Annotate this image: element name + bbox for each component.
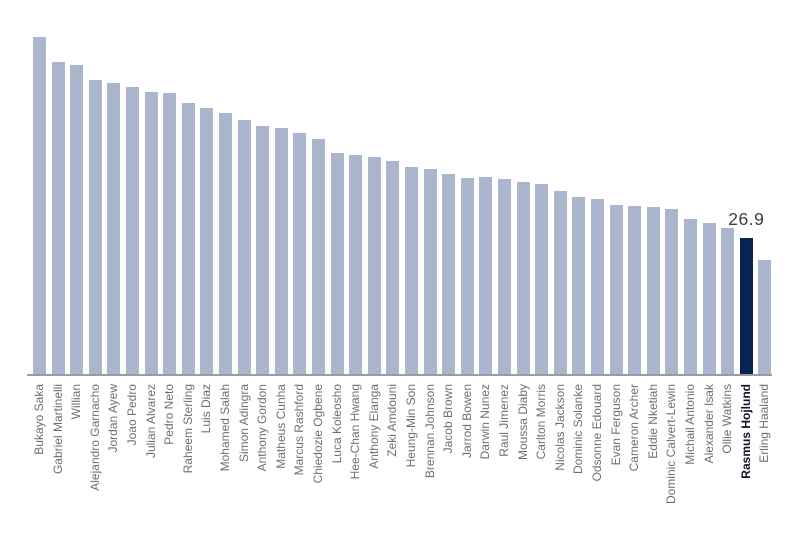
x-axis-label: Dominic Calvert-Lewin	[664, 384, 679, 505]
x-axis-label: Carlton Morris	[534, 384, 549, 460]
x-axis-label: Raheem Sterling	[180, 384, 195, 474]
x-axis-label: Matheus Cunha	[273, 384, 288, 469]
x-axis-label: Mohamed Salah	[218, 384, 232, 472]
bar	[535, 183, 549, 375]
highlight-value-label: 26.9	[728, 208, 765, 229]
x-axis-label: Hee-Chan Hwang	[348, 384, 363, 480]
x-axis-label: Evan Ferguson	[608, 384, 623, 466]
bar	[591, 199, 604, 375]
bar	[163, 92, 177, 375]
x-axis-label: Anthony Elanga	[366, 384, 381, 469]
x-axis-label: Luis Diaz	[199, 384, 214, 434]
bar	[479, 177, 493, 375]
x-axis-label: Jarrod Bowen	[459, 384, 474, 459]
bar	[460, 178, 474, 375]
bar	[498, 179, 511, 375]
bar	[237, 119, 251, 375]
bar	[646, 206, 660, 375]
bar	[423, 168, 437, 375]
bar	[330, 152, 344, 375]
bar	[107, 83, 121, 375]
x-axis-label: Alexander Isak	[701, 384, 716, 464]
bar	[181, 103, 195, 375]
x-axis-label: Anthony Gordon	[255, 384, 270, 472]
x-axis-label: Julian Alvarez	[143, 384, 158, 459]
bar	[628, 205, 642, 375]
x-axis-label: Bukayo Saka	[32, 384, 46, 455]
bar	[312, 139, 325, 375]
x-axis-label: Eddie Nketiah	[645, 384, 660, 459]
x-axis-label: Brennan Johnson	[422, 384, 437, 479]
bar	[33, 37, 46, 375]
x-axis-label: Ollie Watkins	[720, 384, 735, 454]
bar	[293, 133, 307, 375]
bar	[405, 167, 418, 375]
x-axis-label: Odsonne Edouard	[590, 384, 604, 482]
bar	[553, 191, 567, 375]
bar	[256, 125, 270, 375]
bar-highlighted	[739, 237, 753, 375]
x-axis-label: Cameron Archer	[627, 384, 642, 472]
x-axis-label: Alejandro Garnacho	[87, 384, 102, 491]
x-axis-label: Moussa Diaby	[515, 384, 530, 461]
bar	[702, 223, 716, 375]
bar	[442, 173, 456, 375]
x-axis-label: Willian	[69, 384, 84, 420]
x-axis-label: Joao Pedro	[125, 384, 139, 446]
x-axis-label: Heung-Min Son	[404, 384, 418, 468]
x-axis-label: Michail Antonio	[683, 384, 697, 465]
bar	[665, 208, 679, 375]
x-axis-label: Simon Adingra	[236, 384, 251, 463]
x-axis-label: Raul Jimenez	[497, 384, 511, 457]
bar	[721, 227, 735, 375]
x-axis-label: Jordan Ayew	[106, 384, 121, 453]
bar	[144, 91, 158, 375]
bar	[126, 87, 139, 375]
bar	[70, 64, 84, 375]
x-axis-label: Darwin Nunez	[478, 384, 493, 460]
x-axis-line	[27, 374, 772, 376]
x-axis-label: Luca Koleosho	[329, 384, 344, 464]
bar	[200, 108, 214, 375]
x-axis-label: Pedro Neto	[162, 384, 177, 445]
x-axis-label: Nicolas Jackson	[552, 384, 567, 471]
bar	[219, 113, 232, 375]
bar	[609, 204, 623, 375]
bar	[758, 259, 772, 375]
x-axis-label: Marcus Rashford	[292, 384, 307, 476]
bar	[88, 80, 102, 375]
bar	[367, 157, 381, 375]
x-axis-label: Chiedozie Ogbene	[311, 384, 325, 484]
bar	[274, 127, 288, 375]
x-axis-label: Zeki Amdouni	[385, 384, 400, 457]
bar	[51, 61, 65, 375]
x-axis-label: Gabriel Martinelli	[50, 384, 65, 475]
x-axis-label: Erling Haaland	[757, 384, 772, 463]
x-axis-label: Rasmus Hojlund	[738, 384, 753, 479]
x-axis-label: Dominic Solanke	[571, 384, 586, 475]
x-axis-label: Jacob Brown	[441, 384, 456, 454]
bar	[349, 154, 363, 375]
bar	[684, 219, 697, 375]
bar	[572, 196, 586, 375]
bar	[386, 161, 400, 375]
bar	[516, 182, 530, 375]
